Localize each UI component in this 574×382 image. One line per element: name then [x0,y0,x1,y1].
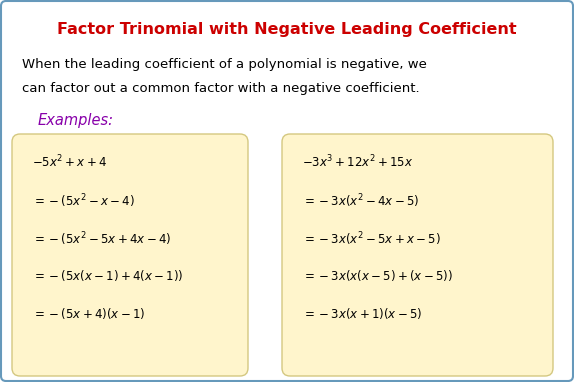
Text: $-5x^2+x+4$: $-5x^2+x+4$ [32,154,107,171]
Text: Factor Trinomial with Negative Leading Coefficient: Factor Trinomial with Negative Leading C… [57,22,517,37]
Text: $=-3x(x^2-4x-5)$: $=-3x(x^2-4x-5)$ [302,192,420,210]
Text: $=-\left(5x(x-1)+4(x-1)\right)$: $=-\left(5x(x-1)+4(x-1)\right)$ [32,268,184,283]
FancyBboxPatch shape [282,134,553,376]
Text: When the leading coefficient of a polynomial is negative, we: When the leading coefficient of a polyno… [22,58,427,71]
FancyBboxPatch shape [12,134,248,376]
Text: $=-3x(x+1)(x-5)$: $=-3x(x+1)(x-5)$ [302,306,422,321]
Text: Examples:: Examples: [38,113,114,128]
Text: $=-3x(x^2-5x+x-5)$: $=-3x(x^2-5x+x-5)$ [302,230,441,248]
Text: can factor out a common factor with a negative coefficient.: can factor out a common factor with a ne… [22,82,420,95]
Text: $=-(5x^2-5x+4x-4)$: $=-(5x^2-5x+4x-4)$ [32,230,171,248]
Text: $=-(5x^2-x-4)$: $=-(5x^2-x-4)$ [32,192,135,210]
Text: $=-3x\left(x(x-5)+(x-5)\right)$: $=-3x\left(x(x-5)+(x-5)\right)$ [302,268,453,283]
Text: $-3x^3+12x^2+15x$: $-3x^3+12x^2+15x$ [302,154,413,171]
Text: $=-(5x+4)(x-1)$: $=-(5x+4)(x-1)$ [32,306,145,321]
